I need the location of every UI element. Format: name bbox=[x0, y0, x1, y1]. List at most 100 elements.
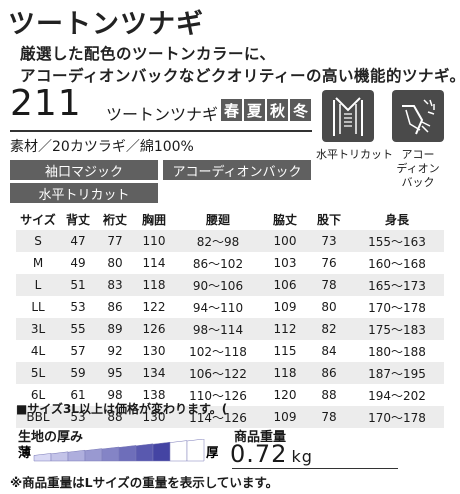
size-cell: 100 bbox=[273, 234, 297, 248]
season-spring-badge: 春 bbox=[221, 99, 242, 121]
size-cell: 3L bbox=[30, 322, 46, 336]
size-cell: 170〜178 bbox=[368, 410, 426, 425]
size-table: サイズ 背丈 裄丈 胸囲 腰廻 脇丈 股下 身長 S 47 77 110 82〜98 100 73 155〜1… bbox=[16, 208, 444, 428]
size-cell: 83 bbox=[107, 278, 123, 292]
accordion-back-icon bbox=[392, 90, 444, 142]
size-cell: 170〜178 bbox=[368, 300, 426, 315]
size-cell: 59 bbox=[70, 366, 86, 380]
table-row: BBL 53 88 130 114〜126 109 78 170〜178 bbox=[16, 406, 444, 428]
feature-sleeve-velcro: 袖口マジック bbox=[10, 160, 158, 180]
size-header-cell: 腰廻 bbox=[205, 212, 230, 227]
size-cell: 126 bbox=[142, 322, 166, 336]
size-cell: BBL bbox=[26, 410, 50, 424]
feature-horizontal-cut: 水平トリカット bbox=[10, 183, 158, 203]
size-cell: LL bbox=[31, 300, 45, 314]
season-winter-badge: 冬 bbox=[290, 99, 311, 121]
size-cell: 6L bbox=[30, 388, 46, 402]
size-cell: 82 bbox=[321, 322, 337, 336]
size-cell: 88 bbox=[321, 388, 337, 402]
weight-value: 0.72 kg bbox=[230, 440, 313, 468]
table-row: L 51 83 118 90〜106 106 78 165〜173 bbox=[16, 274, 444, 296]
size-cell: 82〜98 bbox=[196, 234, 240, 249]
lead-line-1: 厳選した配色のツートンカラーに、 bbox=[20, 45, 276, 63]
weight-number: 0.72 bbox=[230, 440, 288, 468]
size-cell: 187〜195 bbox=[368, 366, 426, 381]
page-title: ツートンツナギ bbox=[8, 9, 204, 40]
table-row: 3L 55 89 126 98〜114 112 82 175〜183 bbox=[16, 318, 444, 340]
size-cell: 114 bbox=[142, 256, 166, 270]
size-cell: 98〜114 bbox=[192, 322, 244, 337]
product-name: ツートンツナギ bbox=[106, 105, 219, 124]
size-cell: 88 bbox=[107, 410, 123, 424]
size-cell: 175〜183 bbox=[368, 322, 426, 337]
horizontal-cut-label: 水平トリカット bbox=[316, 148, 393, 161]
size-cell: 5L bbox=[30, 366, 46, 380]
size-table-header: サイズ 背丈 裄丈 胸囲 腰廻 脇丈 股下 身長 bbox=[16, 208, 444, 230]
thickness-step bbox=[118, 445, 137, 462]
weight-underline bbox=[232, 468, 398, 469]
table-row: LL 53 86 122 94〜110 109 80 170〜178 bbox=[16, 296, 444, 318]
size-header-cell: 背丈 bbox=[65, 212, 90, 227]
thickness-step bbox=[152, 441, 171, 462]
fabric-thickness-label: 生地の厚み bbox=[18, 430, 84, 445]
size-cell: 78 bbox=[321, 278, 337, 292]
size-cell: 160〜168 bbox=[368, 256, 426, 271]
size-cell: 155〜163 bbox=[368, 234, 426, 249]
size-cell: 120 bbox=[273, 388, 297, 402]
thickness-step bbox=[84, 448, 103, 462]
size-cell: L bbox=[34, 278, 42, 292]
size-cell: 114〜126 bbox=[189, 410, 247, 425]
size-cell: 86〜102 bbox=[192, 256, 244, 271]
size-cell: 110〜126 bbox=[189, 388, 247, 403]
size-header-cell: 脇丈 bbox=[272, 212, 297, 227]
size-cell: 92 bbox=[107, 344, 123, 358]
size-cell: 86 bbox=[107, 300, 123, 314]
size-cell: M bbox=[32, 256, 44, 270]
size-cell: 130 bbox=[142, 410, 166, 424]
size-cell: 106〜122 bbox=[189, 366, 247, 381]
thickness-step bbox=[33, 453, 52, 462]
table-row: 6L 61 98 138 110〜126 120 88 194〜202 bbox=[16, 384, 444, 406]
size-header-cell: サイズ bbox=[20, 212, 56, 227]
size-cell: 115 bbox=[273, 344, 297, 358]
size-cell: 112 bbox=[273, 322, 297, 336]
size-cell: 90〜106 bbox=[192, 278, 244, 293]
size-cell: 122 bbox=[142, 300, 166, 314]
thickness-step bbox=[169, 440, 188, 462]
size-cell: 47 bbox=[70, 234, 86, 248]
size-cell: 102〜118 bbox=[189, 344, 247, 359]
size-cell: 55 bbox=[70, 322, 86, 336]
size-cell: 118 bbox=[142, 278, 166, 292]
size-cell: 57 bbox=[70, 344, 86, 358]
thickness-step bbox=[186, 438, 205, 462]
table-row: 4L 57 92 130 102〜118 115 84 180〜188 bbox=[16, 340, 444, 362]
table-row: S 47 77 110 82〜98 100 73 155〜163 bbox=[16, 230, 444, 252]
code-underline bbox=[10, 130, 312, 132]
fabric-thickness-scale: 薄 厚 bbox=[18, 438, 219, 462]
size-cell: 94〜110 bbox=[192, 300, 244, 315]
size-cell: 77 bbox=[107, 234, 123, 248]
size-cell: 80 bbox=[321, 300, 337, 314]
thickness-step bbox=[101, 446, 120, 462]
size-cell: 138 bbox=[142, 388, 166, 402]
thickness-step bbox=[50, 451, 69, 462]
horizontal-cut-icon bbox=[322, 90, 374, 142]
weight-label: 商品重量 bbox=[234, 430, 287, 445]
size-cell: 53 bbox=[70, 410, 86, 424]
size-cell: 118 bbox=[273, 366, 297, 380]
thick-label: 厚 bbox=[206, 445, 218, 461]
size-cell: 78 bbox=[321, 410, 337, 424]
feature-accordion-back: アコーディオンバック bbox=[163, 160, 311, 180]
size-cell: 109 bbox=[273, 410, 297, 424]
thin-label: 薄 bbox=[18, 445, 31, 461]
thickness-step bbox=[67, 449, 86, 462]
size-cell: 4L bbox=[30, 344, 46, 358]
size-cell: 86 bbox=[321, 366, 337, 380]
size-header-cell: 裄丈 bbox=[102, 212, 127, 227]
size-header-cell: 身長 bbox=[384, 212, 409, 227]
table-row: 5L 59 95 134 106〜122 118 86 187〜195 bbox=[16, 362, 444, 384]
size-price-note: ■サイズ3L以上は価格が変わります。( bbox=[16, 402, 228, 416]
table-row: M 49 80 114 86〜102 103 76 160〜168 bbox=[16, 252, 444, 274]
weight-unit: kg bbox=[291, 447, 313, 466]
thickness-steps bbox=[33, 438, 205, 462]
